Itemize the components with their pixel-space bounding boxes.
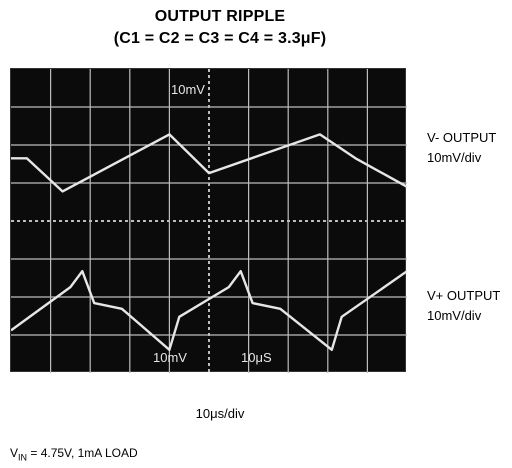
chart-title: OUTPUT RIPPLE <box>154 8 286 25</box>
oscilloscope-screen: 10mV 10mV 10μS <box>10 68 407 373</box>
v-pos-label-block: V+ OUTPUT 10mV/div <box>427 286 500 326</box>
v-neg-label-block: V- OUTPUT 10mV/div <box>427 128 496 168</box>
v-pos-scale-label: 10mV/div <box>427 308 482 323</box>
trace-v-neg-output <box>11 133 407 193</box>
v-neg-scale-label: 10mV/div <box>427 150 482 165</box>
scope-grid <box>11 69 407 373</box>
screen-annotation-top-scale: 10mV <box>171 82 205 97</box>
test-condition: VIN = 4.75V, 1mA LOAD <box>10 446 138 462</box>
condition-rest: = 4.75V, 1mA LOAD <box>27 446 138 460</box>
trace-v-pos-output <box>11 270 407 351</box>
chart-subtitle: (C1 = C2 = C3 = C4 = 3.3μF) <box>113 30 327 47</box>
v-pos-output-label: V+ OUTPUT <box>427 288 501 303</box>
oscilloscope-plot: 10mV 10mV 10μS <box>11 69 407 373</box>
screen-annotation-bottom-scale: 10mV <box>153 350 187 365</box>
screen-annotation-time-scale: 10μS <box>241 350 272 365</box>
v-neg-output-label: V- OUTPUT <box>427 130 497 145</box>
condition-v-subscript: IN <box>18 452 28 463</box>
time-scale-label: 10μs/div <box>195 406 245 421</box>
condition-v: V <box>10 446 19 460</box>
